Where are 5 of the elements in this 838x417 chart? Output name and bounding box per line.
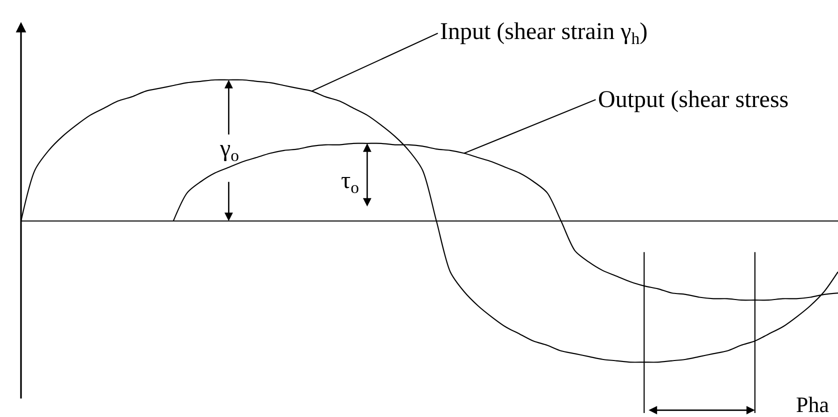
- text: Pha: [796, 392, 830, 417]
- annotation: γ$_{o}$: [219, 136, 239, 166]
- text: Input (shear strain γ$_{h}$): [440, 19, 648, 48]
- text: Output (shear stress: [598, 87, 789, 113]
- annotation: τ$_{o}$: [341, 168, 360, 198]
